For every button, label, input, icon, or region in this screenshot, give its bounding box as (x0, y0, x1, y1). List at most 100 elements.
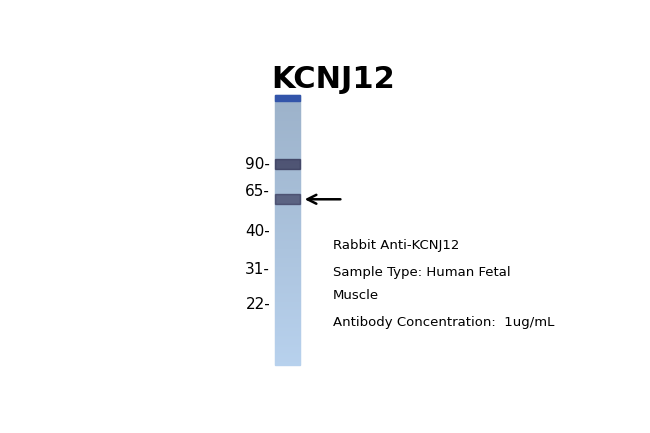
Bar (275, 276, 300, 277)
Bar (275, 191, 300, 192)
Bar (275, 353, 300, 354)
Bar (275, 225, 300, 226)
Bar (275, 361, 300, 362)
Bar (275, 267, 300, 268)
Bar (275, 118, 300, 119)
Bar (275, 363, 300, 364)
Bar (275, 132, 300, 133)
Bar (275, 103, 300, 104)
Bar (275, 188, 300, 189)
Bar (275, 200, 300, 201)
Bar (275, 131, 300, 132)
Bar (275, 170, 300, 171)
Bar (275, 223, 300, 224)
Bar (275, 208, 300, 209)
Bar (275, 268, 300, 269)
Bar (275, 167, 300, 168)
Bar (275, 174, 300, 175)
Bar (275, 141, 300, 142)
Bar (275, 288, 300, 289)
Bar (275, 127, 300, 128)
Bar (275, 163, 300, 164)
Bar (275, 260, 300, 261)
Bar (275, 332, 300, 333)
Bar (275, 284, 300, 285)
Bar (275, 193, 300, 194)
Bar (275, 277, 300, 278)
Bar (275, 178, 300, 179)
Bar (275, 226, 300, 227)
Bar (275, 255, 300, 256)
Bar (275, 338, 300, 339)
Bar (275, 184, 300, 185)
Bar (275, 232, 300, 233)
Bar (275, 152, 300, 153)
Text: Antibody Concentration:  1ug/mL: Antibody Concentration: 1ug/mL (333, 316, 554, 329)
Bar (275, 123, 300, 124)
Bar (275, 158, 300, 159)
Bar (275, 345, 300, 346)
Bar (275, 116, 300, 117)
Bar (275, 342, 300, 343)
Bar (275, 308, 300, 309)
Bar (275, 265, 300, 266)
Bar (275, 273, 300, 274)
Bar (275, 216, 300, 217)
Bar (275, 144, 300, 145)
Bar (275, 96, 300, 97)
Bar (275, 168, 300, 169)
Bar (275, 274, 300, 275)
Bar (275, 236, 300, 237)
Bar (275, 148, 300, 149)
Bar (275, 95, 300, 101)
Bar (275, 213, 300, 214)
Bar (275, 137, 300, 138)
Bar (275, 344, 300, 345)
Bar (275, 350, 300, 351)
Bar (275, 319, 300, 320)
Bar (275, 258, 300, 259)
Bar (275, 244, 300, 245)
Bar (275, 280, 300, 281)
Bar (275, 266, 300, 267)
Bar (275, 309, 300, 310)
Bar (275, 219, 300, 220)
Bar (275, 262, 300, 263)
Bar (275, 349, 300, 350)
Bar (275, 201, 300, 203)
Bar (275, 107, 300, 108)
Bar (275, 115, 300, 116)
Bar (275, 243, 300, 244)
Bar (275, 264, 300, 265)
Text: 65-: 65- (245, 184, 270, 199)
Bar (275, 176, 300, 177)
Bar (275, 281, 300, 283)
Bar (275, 307, 300, 308)
Bar (275, 194, 300, 195)
Bar (275, 341, 300, 342)
Bar (275, 304, 300, 305)
Bar (275, 205, 300, 206)
Bar (275, 337, 300, 338)
Bar (275, 295, 300, 296)
Bar (275, 161, 300, 162)
Bar (275, 183, 300, 184)
Bar (275, 224, 300, 225)
Bar (275, 251, 300, 252)
Text: Muscle: Muscle (333, 289, 379, 302)
Bar (275, 124, 300, 125)
Bar (275, 289, 300, 290)
Bar (275, 331, 300, 332)
Bar (275, 279, 300, 280)
Bar (275, 311, 300, 312)
Text: 31-: 31- (245, 262, 270, 277)
Bar (275, 187, 300, 188)
Bar (275, 217, 300, 218)
Bar (275, 290, 300, 291)
Bar (275, 177, 300, 178)
Bar (275, 145, 300, 146)
Bar (275, 171, 300, 172)
Bar (275, 270, 300, 271)
Bar (275, 324, 300, 325)
Bar (275, 182, 300, 183)
